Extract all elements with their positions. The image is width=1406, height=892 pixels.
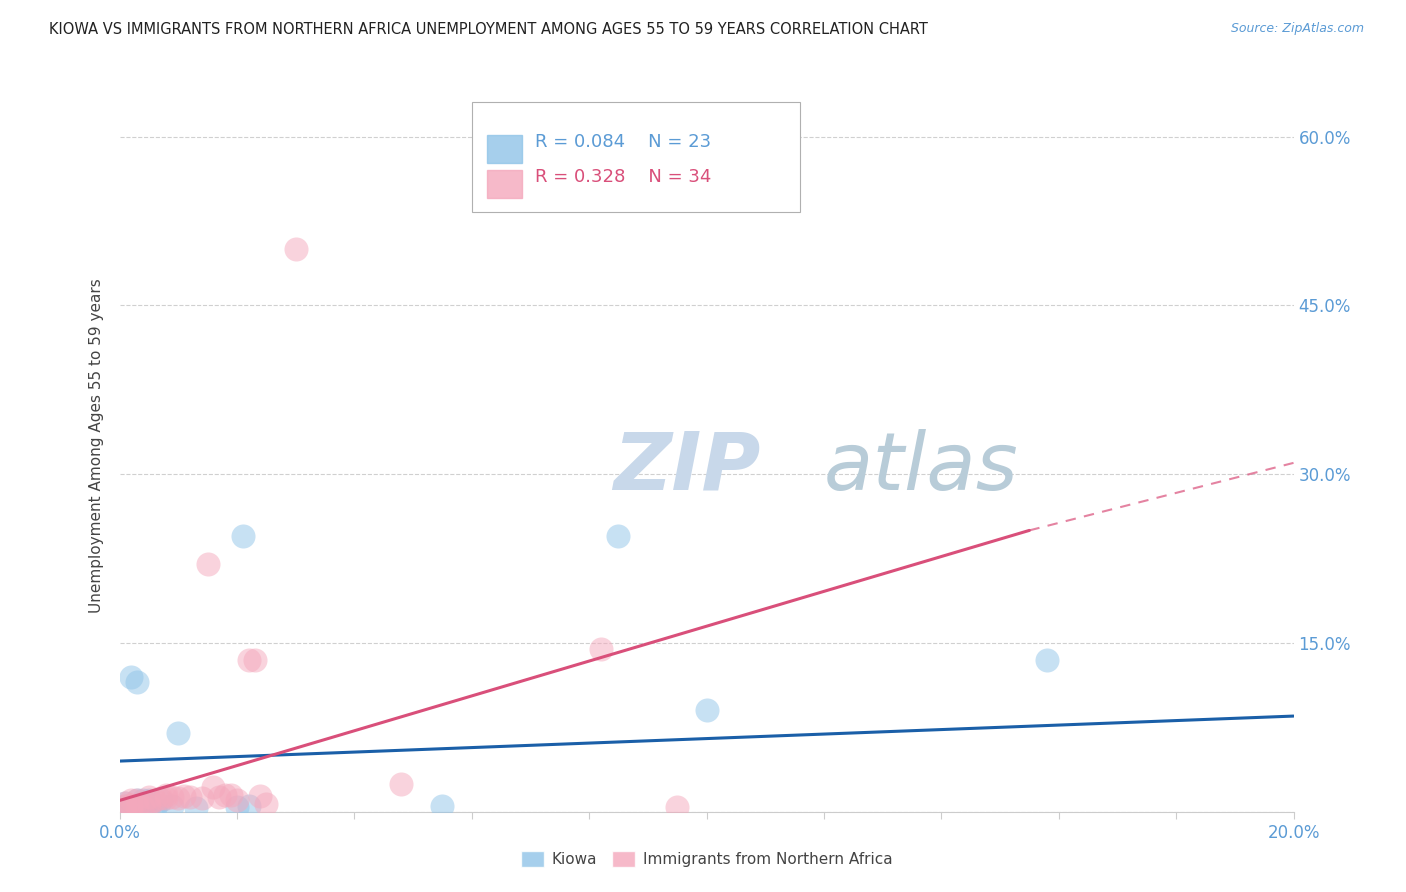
- Point: [243, 653, 266, 667]
- FancyBboxPatch shape: [486, 170, 522, 198]
- Y-axis label: Unemployment Among Ages 55 to 59 years: Unemployment Among Ages 55 to 59 years: [89, 278, 104, 614]
- Point: [127, 793, 149, 807]
- Point: [149, 791, 172, 805]
- Point: [162, 790, 184, 805]
- Point: [284, 242, 307, 256]
- Point: [202, 780, 225, 794]
- Point: [132, 793, 155, 807]
- Point: [114, 796, 136, 810]
- Point: [120, 797, 142, 812]
- Point: [127, 675, 149, 690]
- Point: [666, 800, 689, 814]
- Point: [155, 791, 177, 805]
- Point: [127, 799, 149, 814]
- Point: [132, 801, 155, 815]
- Text: atlas: atlas: [824, 429, 1019, 507]
- Point: [114, 799, 136, 814]
- Point: [143, 793, 166, 807]
- Point: [138, 799, 160, 814]
- Point: [238, 653, 260, 667]
- Point: [120, 801, 142, 815]
- Point: [120, 793, 142, 807]
- Point: [225, 800, 249, 814]
- Point: [173, 789, 195, 803]
- Legend: Kiowa, Immigrants from Northern Africa: Kiowa, Immigrants from Northern Africa: [515, 846, 898, 873]
- Point: [138, 793, 160, 807]
- Text: ZIP: ZIP: [613, 429, 761, 507]
- Point: [132, 800, 155, 814]
- Point: [162, 799, 184, 814]
- Point: [155, 788, 177, 802]
- Point: [127, 793, 149, 807]
- Point: [167, 726, 190, 740]
- Point: [214, 788, 236, 802]
- Point: [249, 789, 271, 803]
- Point: [167, 791, 190, 805]
- Point: [607, 529, 630, 543]
- Text: R = 0.084    N = 23: R = 0.084 N = 23: [536, 133, 711, 151]
- Point: [696, 703, 718, 717]
- Point: [120, 670, 142, 684]
- Point: [190, 791, 212, 805]
- Point: [238, 799, 260, 814]
- Point: [254, 797, 277, 811]
- Point: [114, 796, 136, 810]
- Point: [184, 801, 207, 815]
- Point: [149, 793, 172, 807]
- Point: [138, 796, 160, 810]
- Point: [138, 799, 160, 814]
- Point: [120, 801, 142, 815]
- Text: R = 0.328    N = 34: R = 0.328 N = 34: [536, 168, 711, 186]
- Text: Source: ZipAtlas.com: Source: ZipAtlas.com: [1230, 22, 1364, 36]
- Point: [138, 790, 160, 805]
- Point: [1036, 653, 1059, 667]
- Point: [589, 641, 612, 656]
- Point: [127, 799, 149, 814]
- Point: [389, 776, 412, 790]
- Point: [143, 801, 166, 815]
- Point: [219, 788, 242, 802]
- Text: KIOWA VS IMMIGRANTS FROM NORTHERN AFRICA UNEMPLOYMENT AMONG AGES 55 TO 59 YEARS : KIOWA VS IMMIGRANTS FROM NORTHERN AFRICA…: [49, 22, 928, 37]
- Point: [197, 557, 219, 571]
- Point: [114, 799, 136, 814]
- Point: [432, 799, 454, 814]
- Point: [225, 793, 249, 807]
- Point: [208, 790, 231, 805]
- FancyBboxPatch shape: [486, 135, 522, 163]
- FancyBboxPatch shape: [471, 103, 800, 212]
- Point: [179, 790, 201, 805]
- Point: [232, 529, 254, 543]
